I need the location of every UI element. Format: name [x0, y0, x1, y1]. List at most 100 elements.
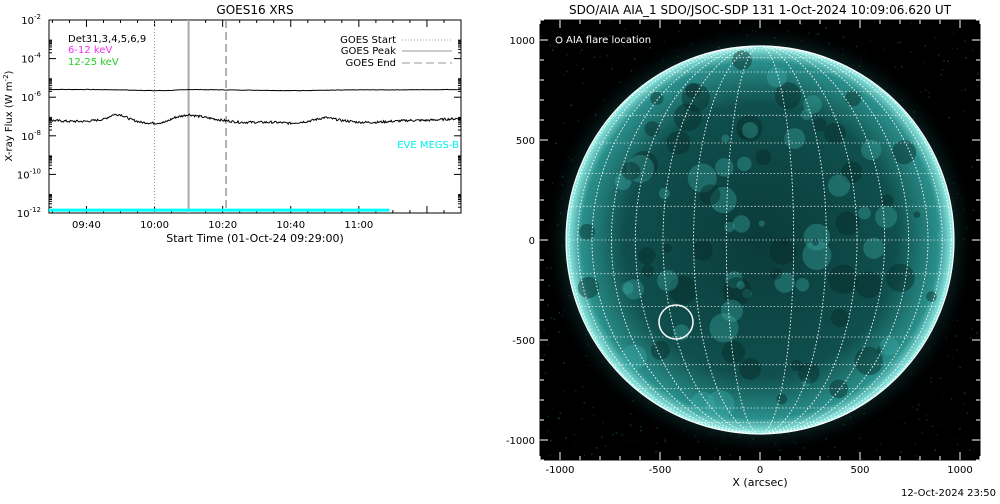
noise-speck — [577, 120, 579, 123]
surface-feature — [621, 161, 641, 181]
noise-speck — [640, 430, 642, 432]
noise-speck — [602, 421, 604, 423]
surface-feature — [626, 155, 655, 183]
noise-speck — [876, 449, 878, 451]
surface-feature — [737, 156, 752, 172]
noise-speck — [930, 381, 932, 384]
goes-y-tick-label: 10-2 — [21, 13, 41, 27]
surface-feature — [657, 270, 679, 292]
surface-feature — [841, 161, 863, 184]
surface-feature — [801, 108, 813, 121]
noise-speck — [940, 423, 943, 425]
noise-speck — [582, 82, 584, 85]
surface-feature — [650, 91, 664, 105]
noise-speck — [558, 23, 560, 26]
longitude-line — [662, 46, 858, 434]
goes-legend: GOES Start GOES Peak GOES End — [340, 35, 452, 69]
noise-speck — [677, 30, 680, 32]
aia-x-tick-label: 0 — [757, 465, 763, 476]
noise-speck — [550, 439, 552, 442]
noise-speck — [977, 72, 979, 75]
noise-speck — [940, 74, 942, 76]
aia-y-tick-label: 0 — [529, 236, 535, 247]
noise-speck — [541, 298, 543, 300]
surface-feature — [845, 90, 862, 107]
surface-feature — [741, 122, 759, 139]
goes-y-tick-label: 10-8 — [21, 129, 41, 143]
noise-speck — [570, 104, 572, 107]
noise-speck — [920, 91, 922, 93]
noise-speck — [565, 70, 568, 73]
noise-speck — [963, 392, 966, 394]
longitude-line — [693, 46, 827, 434]
noise-speck — [917, 403, 920, 406]
noise-speck — [800, 23, 803, 25]
noise-speck — [916, 408, 919, 411]
surface-feature — [579, 223, 595, 240]
aia-legend: AIA flare location — [555, 35, 651, 46]
noise-speck — [827, 455, 830, 458]
goes-series-long — [49, 88, 462, 92]
noise-speck — [549, 455, 551, 457]
surface-feature — [706, 390, 735, 419]
surface-feature — [830, 309, 849, 328]
noise-speck — [540, 195, 543, 197]
noise-speck — [930, 377, 932, 379]
surface-feature — [681, 83, 710, 112]
goes-y-axis: 10-12 10-10 10-8 10-6 10-4 10-2 — [17, 13, 461, 220]
noise-speck — [583, 454, 585, 457]
noise-speck — [900, 451, 903, 453]
noise-speck — [553, 318, 556, 320]
noise-speck — [558, 330, 560, 333]
goes-x-axis: 09:40 10:00 10:20 10:40 11:00 — [51, 20, 462, 231]
aia-x-tick-label: -1000 — [545, 465, 574, 476]
channels-label: Det31,3,4,5,6,9 — [68, 34, 146, 45]
noise-speck — [964, 402, 966, 405]
goes-y-tick-label: 10-6 — [21, 90, 41, 104]
band-label-6-12kev: 6-12 keV — [68, 45, 112, 56]
aia-y-tick-label: 1000 — [510, 36, 535, 47]
noise-speck — [565, 437, 567, 439]
aia-y-tick-label: -1000 — [506, 436, 535, 447]
goes-xrs-plot: GOES16 XRS 10-12 10-10 10-8 10-6 10-4 10-2 09… — [2, 3, 462, 245]
noise-speck — [910, 22, 912, 24]
noise-speck — [859, 437, 862, 440]
surface-feature — [801, 377, 811, 387]
noise-speck — [581, 32, 584, 34]
noise-speck — [606, 55, 609, 57]
noise-speck — [901, 65, 903, 68]
noise-speck — [971, 328, 973, 330]
surface-feature — [803, 95, 822, 114]
noise-speck — [559, 412, 562, 414]
noise-speck — [547, 344, 549, 346]
noise-speck — [918, 418, 920, 421]
noise-speck — [677, 455, 680, 458]
noise-speck — [562, 390, 565, 392]
noise-speck — [663, 438, 666, 441]
noise-speck — [599, 56, 601, 58]
surface-feature — [936, 230, 945, 239]
noise-speck — [562, 74, 565, 76]
noise-speck — [924, 45, 926, 47]
surface-feature — [732, 215, 751, 233]
surface-feature — [692, 240, 713, 261]
surface-feature — [795, 278, 810, 292]
goes-event-lines — [154, 20, 227, 213]
noise-speck — [543, 354, 546, 356]
noise-speck — [549, 44, 551, 46]
noise-speck — [581, 417, 583, 420]
noise-speck — [611, 67, 613, 70]
solar-limb-outline — [565, 45, 955, 435]
surface-feature — [739, 357, 761, 380]
noise-speck — [543, 329, 545, 331]
noise-speck — [563, 362, 565, 364]
noise-speck — [540, 35, 542, 38]
surface-feature — [623, 279, 644, 300]
heliographic-grid — [566, 46, 954, 434]
surface-feature — [658, 187, 670, 199]
goes-y-tick-label: 10-4 — [21, 52, 41, 66]
goes-x-axis-label: Start Time (01-Oct-24 09:29:00) — [166, 232, 344, 245]
surface-feature — [802, 240, 832, 270]
aia-x-axis-label: X (arcsec) — [732, 476, 787, 489]
surface-feature — [892, 140, 917, 165]
